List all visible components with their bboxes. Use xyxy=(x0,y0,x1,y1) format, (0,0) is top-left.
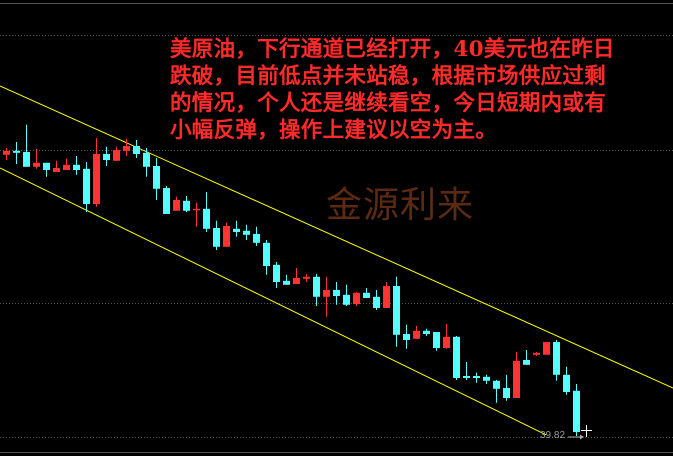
candle-down xyxy=(13,150,20,153)
candle-down xyxy=(153,166,160,189)
candle-up xyxy=(193,208,200,211)
candle-up xyxy=(443,336,450,348)
candle-down xyxy=(333,290,340,296)
candle-down xyxy=(23,152,30,167)
candle-up xyxy=(303,276,310,279)
analysis-annotation: 美原油，下行通道已经打开，40美元也在昨日 跌破，目前低点并未站稳，根据市场供应… xyxy=(170,36,670,144)
candle-down xyxy=(373,296,380,308)
candle-up xyxy=(223,226,230,247)
channel-lower-line xyxy=(0,167,547,436)
candle-down xyxy=(283,280,290,285)
candle-down xyxy=(43,162,50,170)
candle-down xyxy=(103,154,110,160)
low-price-label: 39.82 xyxy=(540,430,566,441)
annotation-line: 美原油，下行通道已经打开，40美元也在昨日 xyxy=(170,37,615,62)
candle-down xyxy=(83,168,90,204)
candle-down xyxy=(213,228,220,247)
candle-down xyxy=(423,330,430,334)
candle-down xyxy=(573,390,580,432)
annotation-line: 小幅反弹，操作上建议以空为主。 xyxy=(170,118,498,143)
candle-up xyxy=(3,150,10,155)
candle-up xyxy=(123,146,130,151)
annotation-line: 跌破，目前低点并未站稳，根据市场供应过剩 xyxy=(170,64,607,89)
candle-down xyxy=(343,294,350,305)
channel-upper-line xyxy=(0,85,673,389)
candle-up xyxy=(113,150,120,161)
candle-up xyxy=(173,200,180,211)
candle-down xyxy=(453,336,460,378)
low-marker-arrowhead-icon xyxy=(580,434,584,440)
candle-down xyxy=(183,200,190,211)
candle-up xyxy=(543,342,550,355)
candle-down xyxy=(163,188,170,214)
candle-up xyxy=(353,292,360,304)
candle-down xyxy=(433,332,440,348)
candle-up xyxy=(53,168,60,172)
candle-down xyxy=(143,152,150,167)
candle-down xyxy=(523,360,530,365)
candle-down xyxy=(563,374,570,392)
candle-up xyxy=(293,278,300,284)
candle-up xyxy=(383,286,390,308)
candle-up xyxy=(323,290,330,297)
candle-up xyxy=(33,162,40,167)
candle-down xyxy=(133,146,140,154)
candle-up xyxy=(533,352,540,355)
candle-down xyxy=(253,234,260,243)
candle-down xyxy=(273,264,280,282)
candle-down xyxy=(313,276,320,297)
candle-down xyxy=(483,376,490,381)
candle-up xyxy=(63,164,70,170)
candle-down xyxy=(503,388,510,398)
candle-down xyxy=(263,242,270,266)
candle-up xyxy=(513,360,520,398)
candle-up xyxy=(93,154,100,204)
candle-down xyxy=(553,342,560,375)
candle-down xyxy=(363,292,370,298)
candle-down xyxy=(403,334,410,340)
candle-down xyxy=(493,380,500,389)
candle-down xyxy=(73,164,80,170)
candle-down xyxy=(463,376,470,378)
annotation-line: 的情况，个人还是继续看空，今日短期内或有 xyxy=(170,91,607,116)
candle-down xyxy=(203,208,210,229)
candle-down xyxy=(243,230,250,235)
candle-down xyxy=(233,228,240,232)
candle-up xyxy=(413,330,420,339)
candle-down xyxy=(473,376,480,378)
watermark-logo: 金源利来 xyxy=(326,185,475,226)
candle-down xyxy=(393,286,400,335)
